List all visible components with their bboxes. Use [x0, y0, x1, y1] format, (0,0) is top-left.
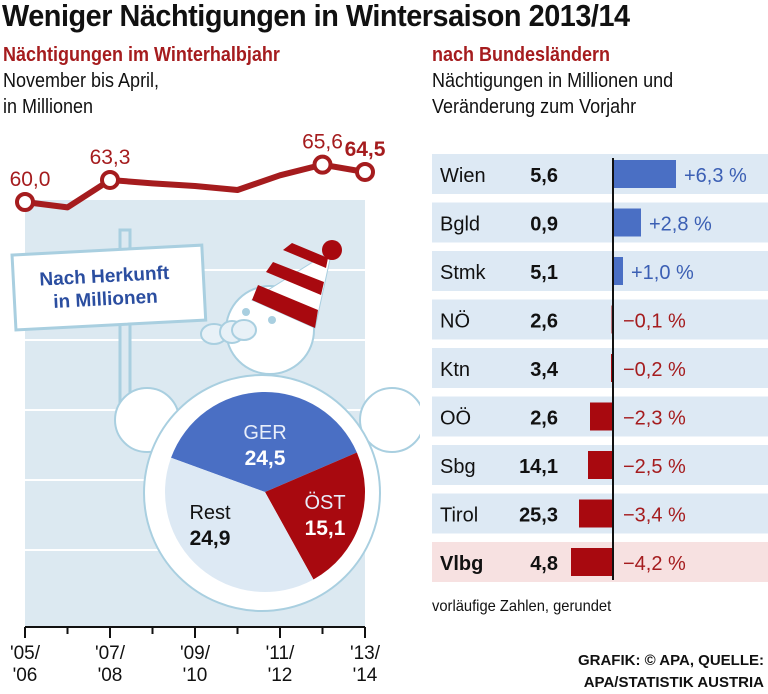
pie-slice-öst — [265, 452, 365, 580]
data-label: 60,0 — [10, 168, 51, 191]
region-name: Vlbg — [440, 553, 483, 575]
bar-row: Sbg 14,1 −2,5 % — [432, 445, 768, 485]
region-value: 5,1 — [530, 262, 558, 284]
source-line-1: GRAFIK: © APA, QUELLE: — [577, 652, 764, 669]
region-name: Tirol — [440, 505, 478, 527]
change-bar — [571, 548, 613, 576]
data-point — [100, 169, 120, 190]
change-label: −2,5 % — [623, 456, 686, 478]
line-chart-heading: Nächtigungen im Winterhalbjahr — [3, 44, 280, 66]
region-value: 25,3 — [519, 505, 558, 527]
pie-slice-name: ÖST — [304, 492, 345, 514]
change-bar — [588, 451, 613, 479]
bar-row: Stmk 5,1 +1,0 % — [432, 251, 768, 291]
bar-row: Wien 5,6 +6,3 % — [432, 154, 768, 194]
bar-row: Bgld 0,9 +2,8 % — [432, 202, 768, 243]
row-background — [432, 202, 768, 243]
data-point — [312, 154, 333, 175]
bar-chart-subtitle-2: Veränderung zum Vorjahr — [432, 96, 637, 118]
change-bar — [579, 499, 613, 528]
pie-slice-value: 24,9 — [190, 527, 231, 550]
pie-chart: GER 24,5 ÖST 15,1 Rest 24,9 — [165, 391, 365, 592]
region-name: Stmk — [440, 262, 487, 284]
change-label: +1,0 % — [631, 262, 694, 284]
data-label: 63,3 — [90, 146, 131, 169]
row-background — [432, 299, 768, 340]
pie-slice-name: GER — [243, 422, 286, 444]
line-series: 60,0 63,3 65,6 64,5 — [10, 131, 386, 212]
row-background — [432, 348, 768, 388]
region-value: 2,6 — [530, 408, 558, 430]
region-value: 2,6 — [530, 311, 558, 333]
change-label: +2,8 % — [649, 214, 712, 236]
bar-row: Tirol 25,3 −3,4 % — [432, 493, 768, 534]
snowman-nose — [200, 319, 257, 345]
data-label: 65,6 — [302, 131, 343, 154]
data-point — [355, 161, 375, 182]
change-bar — [590, 402, 613, 431]
bar-chart-subtitle-1: Nächtigungen in Millionen und — [432, 70, 674, 92]
line-chart-subtitle-1: November bis April, — [3, 70, 160, 92]
row-background — [432, 154, 768, 194]
snowman-eye — [268, 316, 276, 324]
page-title: Weniger Nächtigungen in Wintersaison 201… — [2, 0, 630, 33]
change-bar — [613, 160, 676, 188]
change-label: −2,3 % — [623, 408, 686, 430]
snowman-hat — [250, 240, 342, 329]
row-background — [432, 251, 768, 291]
footnote: vorläufige Zahlen, gerundet — [432, 598, 612, 615]
x-ticks — [24, 627, 366, 638]
line-chart: Nach Herkunft in Millionen GER 24,5 ÖST 15,… — [10, 131, 420, 638]
line-path — [24, 161, 366, 211]
region-value: 4,8 — [530, 553, 558, 575]
bar-chart-heading: nach Bundesländern — [432, 44, 611, 66]
bar-row: NÖ 2,6 −0,1 % — [432, 299, 768, 340]
change-bar — [613, 257, 623, 285]
region-name: Ktn — [440, 359, 470, 381]
source-line-2: APA/STATISTIK AUSTRIA — [583, 674, 764, 691]
region-name: Wien — [440, 165, 486, 187]
change-label: −4,2 % — [623, 553, 686, 575]
pie-slice-value: 15,1 — [305, 517, 346, 540]
x-tick-label: '11/'12 — [265, 643, 295, 686]
bar-row: Vlbg 4,8 −4,2 % — [432, 542, 768, 582]
region-name: NÖ — [440, 311, 470, 333]
change-bar — [613, 208, 641, 237]
snowman-eye — [242, 308, 250, 316]
change-label: −0,2 % — [623, 359, 686, 381]
x-tick-label: '07/'08 — [94, 643, 126, 686]
region-value: 0,9 — [530, 214, 558, 236]
line-chart-subtitle-2: in Millionen — [3, 96, 94, 118]
region-value: 14,1 — [519, 456, 558, 478]
pie-slice-name: Rest — [189, 502, 231, 524]
data-point — [15, 192, 35, 212]
bar-chart: Wien 5,6 +6,3 % Bgld 0,9 +2,8 % Stmk 5,1 +1,0 % N… — [432, 154, 768, 582]
region-name: Bgld — [440, 214, 480, 236]
data-label: 64,5 — [345, 138, 386, 161]
bar-row: Ktn 3,4 −0,2 % — [432, 348, 768, 388]
pie-slice-rest — [165, 457, 314, 592]
region-name: Sbg — [440, 456, 476, 478]
change-label: +6,3 % — [684, 165, 747, 187]
sign-board: Nach Herkunft in Millionen — [10, 243, 208, 332]
region-name: OÖ — [440, 408, 471, 430]
snowman-right-arm — [359, 387, 420, 453]
change-label: −0,1 % — [623, 311, 686, 333]
region-value: 5,6 — [530, 165, 558, 187]
region-value: 3,4 — [530, 359, 559, 381]
pie-slice-ger — [171, 391, 357, 492]
change-label: −3,4 % — [623, 505, 686, 527]
pie-slice-value: 24,5 — [245, 447, 286, 470]
x-tick-label: '13/'14 — [349, 643, 381, 686]
x-tick-label: '05/'06 — [9, 643, 41, 686]
bar-row: OÖ 2,6 −2,3 % — [432, 396, 768, 437]
x-tick-label: '09/'10 — [179, 643, 211, 686]
